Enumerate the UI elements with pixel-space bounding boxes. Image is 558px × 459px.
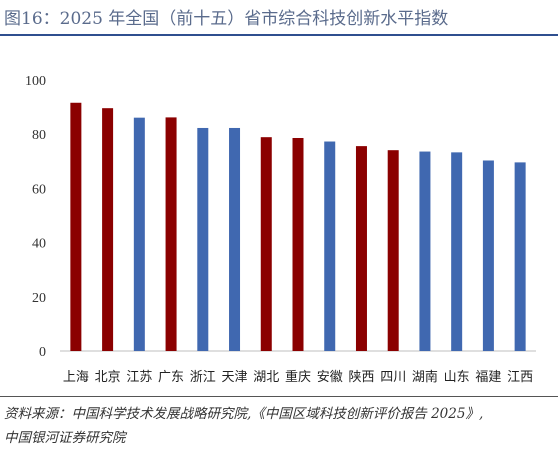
bar (324, 141, 336, 351)
bar (70, 102, 82, 351)
source-note: 资料来源：中国科学技术发展战略研究院,《中国区域科技创新评价报告 2025》, … (4, 402, 554, 450)
bar (451, 152, 463, 351)
bar (419, 151, 431, 351)
x-tick-label: 广东 (158, 370, 184, 385)
y-tick-label: 20 (32, 291, 46, 306)
bar (260, 137, 272, 351)
source-rule (0, 396, 558, 397)
x-tick-label: 福建 (475, 370, 501, 385)
x-tick-label: 湖南 (412, 369, 438, 385)
x-tick-label: 北京 (95, 370, 121, 385)
bar (165, 117, 177, 351)
y-tick-label: 80 (32, 128, 46, 143)
y-tick-label: 100 (25, 74, 46, 89)
bar (197, 127, 209, 351)
x-tick-label: 江苏 (126, 369, 152, 385)
figure-title: 图16：2025 年全国（前十五）省市综合科技创新水平指数 (4, 9, 449, 29)
x-tick-label: 四川 (380, 370, 406, 385)
y-tick-label: 60 (32, 182, 46, 197)
title-rule (0, 34, 558, 36)
x-tick-label: 江西 (507, 370, 533, 385)
x-tick-label: 湖北 (253, 370, 279, 385)
source-line-1: 资料来源：中国科学技术发展战略研究院,《中国区域科技创新评价报告 2025》, (4, 406, 484, 422)
bar (102, 108, 114, 352)
bar (482, 160, 494, 351)
y-tick-label: 40 (32, 237, 46, 252)
x-tick-label: 天津 (222, 370, 248, 385)
y-tick-label: 0 (39, 345, 46, 360)
bar (292, 137, 304, 351)
x-tick-label: 浙江 (190, 370, 216, 385)
x-tick-label: 重庆 (285, 369, 311, 385)
x-tick-label: 陕西 (348, 370, 374, 385)
bar (133, 117, 145, 351)
x-tick-label: 安徽 (317, 370, 343, 385)
bar (514, 162, 526, 351)
bar-chart: 0 20 40 60 80 100 上海 北京 江苏 广东 浙江 天津 湖北 重庆 安徽 陕西 四川 湖南 山东 福建… (25, 74, 536, 385)
source-line-2: 中国银河证券研究院 (4, 430, 126, 446)
bar (229, 127, 241, 351)
x-tick-label: 上海 (63, 370, 89, 385)
x-tick-label: 山东 (444, 370, 470, 385)
bar (355, 146, 367, 351)
bar (387, 150, 399, 351)
